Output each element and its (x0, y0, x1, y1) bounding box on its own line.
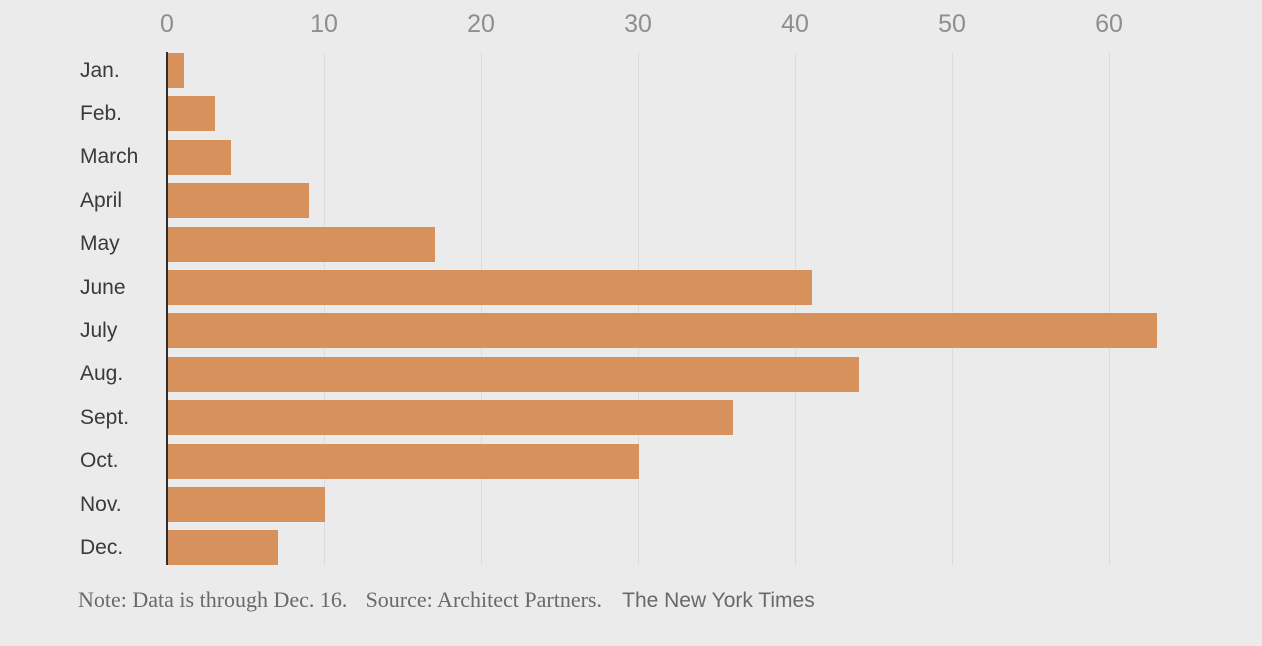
gridline-50 (952, 52, 953, 565)
category-label-june: June (80, 275, 126, 299)
chart-footer: Note: Data is through Dec. 16. Source: A… (78, 587, 815, 613)
bar-feb (168, 96, 216, 132)
y-axis-baseline (166, 52, 168, 565)
x-tick-label-10: 10 (310, 10, 338, 38)
gridline-30 (638, 52, 639, 565)
category-label-nov: Nov. (80, 492, 122, 516)
note-text: Note: Data is through Dec. 16. (78, 587, 348, 612)
source-text: Source: Architect Partners. (365, 587, 602, 612)
bar-sept (168, 400, 734, 436)
gridline-10 (324, 52, 325, 565)
category-label-july: July (80, 318, 118, 342)
x-tick-label-60: 60 (1095, 10, 1123, 38)
category-label-april: April (80, 188, 123, 212)
bar-oct (168, 443, 639, 479)
bar-nov (168, 487, 325, 522)
x-tick-label-30: 30 (624, 10, 652, 38)
gridline-20 (481, 52, 482, 565)
category-label-march: March (80, 145, 139, 169)
x-tick-label-40: 40 (781, 10, 809, 38)
gridline-40 (795, 52, 796, 565)
category-label-oct: Oct. (80, 449, 119, 473)
category-label-aug: Aug. (80, 362, 124, 386)
nyt-credit: The New York Times (622, 589, 815, 612)
bar-dec (168, 530, 278, 566)
x-tick-label-20: 20 (467, 10, 495, 38)
bar-march (168, 139, 231, 175)
bar-jan (168, 53, 184, 88)
gridline-60 (1109, 52, 1110, 565)
category-label-dec: Dec. (80, 535, 124, 559)
category-label-feb: Feb. (80, 101, 123, 125)
bar-may (168, 226, 435, 262)
x-tick-label-0: 0 (160, 10, 174, 38)
category-label-sept: Sept. (80, 405, 130, 429)
bar-july (168, 313, 1158, 349)
bar-aug (168, 356, 859, 392)
bar-june (168, 270, 812, 305)
bar-april (168, 183, 310, 219)
x-tick-label-50: 50 (938, 10, 966, 38)
category-label-may: May (80, 232, 120, 256)
category-label-jan: Jan. (80, 58, 120, 82)
